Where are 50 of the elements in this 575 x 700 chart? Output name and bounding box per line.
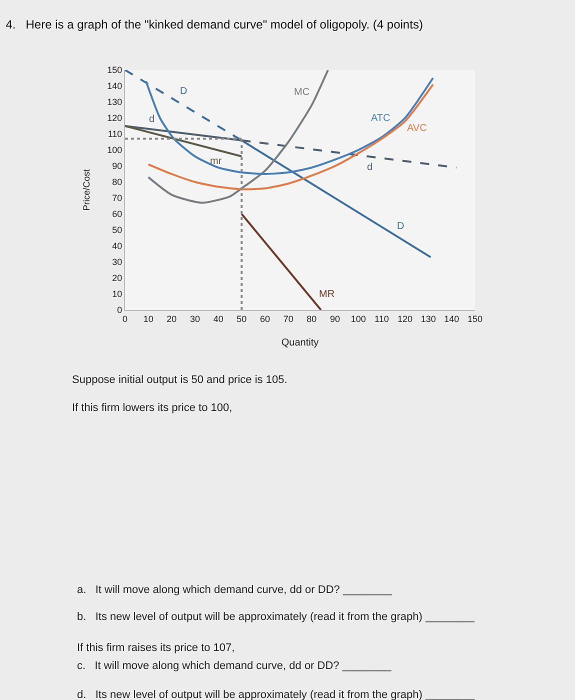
y-tick-label: 70 — [112, 193, 122, 204]
x-tick-label: 100 — [350, 314, 366, 324]
text: Suppose initial output is 50 and price is 105. — [72, 374, 288, 386]
x-tick-label: 30 — [190, 314, 200, 324]
x-axis-title: Quantity — [281, 337, 319, 348]
y-tick-label: 20 — [112, 273, 122, 284]
y-tick-label: 80 — [112, 177, 122, 188]
x-tick-label: 150 — [467, 314, 483, 324]
x-tick-label: 140 — [444, 314, 460, 324]
x-tick-label: 10 — [143, 314, 154, 324]
y-tick-label: 120 — [107, 113, 122, 124]
y-tick-label: 100 — [107, 145, 122, 156]
x-tick-label: 80 — [306, 314, 317, 324]
y-tick-label: 0 — [117, 305, 122, 316]
series-label: d — [149, 114, 155, 125]
x-tick-label: 50 — [236, 314, 247, 324]
y-tick-label: 60 — [112, 209, 122, 220]
chart-title: 4. Here is a graph of the "kinked demand curve" model of oligopoly. (4 points) — [6, 17, 423, 32]
x-tick-label: 40 — [213, 314, 224, 324]
text: a. It will move along which demand curve, dd or DD? ________ — [77, 584, 393, 596]
y-axis-title: Price/Cost — [82, 168, 92, 211]
text: c. It will move along which demand curve, dd or DD? ________ — [77, 660, 392, 672]
text: If this firm lowers its price to 100, — [72, 402, 232, 414]
text: If this firm raises its price to 107, — [77, 642, 235, 654]
series-label: d — [367, 162, 373, 173]
x-tick-label: 110 — [374, 314, 389, 324]
y-tick-label: 40 — [112, 241, 122, 252]
y-tick-label: 30 — [112, 257, 122, 268]
series-label: AVC — [407, 123, 427, 134]
series-label: MR — [319, 289, 335, 300]
text: d. Its new level of output will be approximately (read it from the graph) ________ — [77, 689, 476, 700]
y-tick-label: 150 — [107, 65, 122, 76]
x-tick-label: 70 — [283, 314, 294, 324]
y-tick-label: 10 — [112, 289, 122, 300]
series-label: ATC — [371, 113, 390, 124]
series-label: MC — [294, 87, 310, 98]
y-tick-label: 110 — [108, 129, 122, 140]
series-label: D — [397, 221, 404, 232]
x-tick-label: 90 — [330, 314, 340, 324]
x-tick-label: 130 — [420, 314, 436, 324]
y-tick-label: 130 — [107, 97, 122, 108]
series-label: mr — [210, 156, 222, 167]
y-tick-label: 90 — [112, 161, 122, 172]
x-tick-label: 120 — [397, 314, 413, 324]
y-tick-label: 140 — [107, 81, 122, 92]
y-tick-label: 50 — [112, 225, 122, 236]
text: b. Its new level of output will be approximately (read it from the graph) ________ — [77, 611, 476, 623]
x-tick-label: 20 — [166, 314, 177, 324]
series-label: D — [180, 86, 188, 97]
x-tick-label: 60 — [260, 314, 270, 324]
